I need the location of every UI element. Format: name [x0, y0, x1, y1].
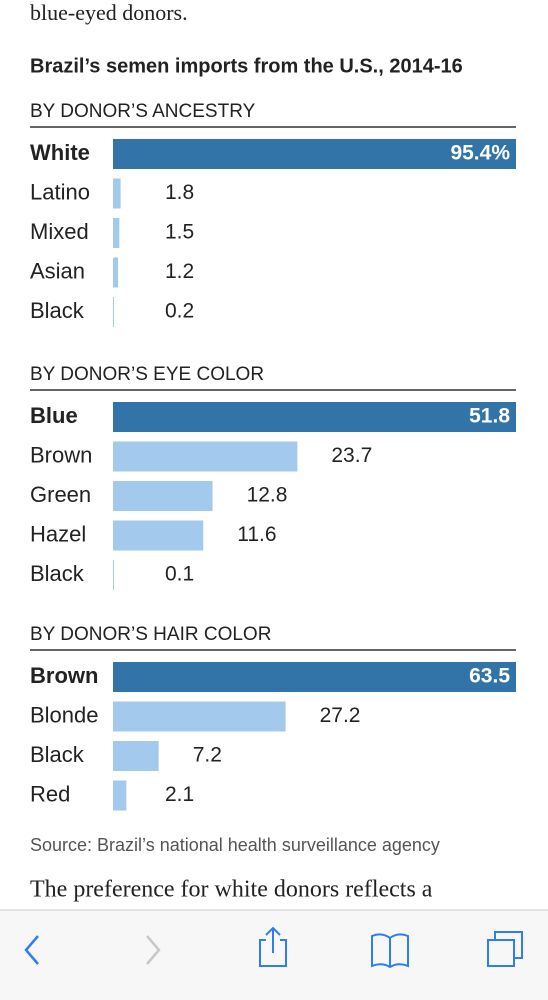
- value-label: 23.7: [331, 444, 372, 467]
- category-label: Brown: [30, 442, 92, 467]
- forward-button[interactable]: [146, 935, 161, 965]
- value-label: 12.8: [247, 484, 288, 507]
- section-heading: BY DONOR’S ANCESTRY: [30, 101, 256, 122]
- value-label: 63.5: [469, 665, 510, 688]
- value-label: 7.2: [193, 744, 222, 767]
- back-button[interactable]: [24, 935, 39, 965]
- category-label: Mixed: [30, 219, 89, 244]
- toolbar-bg: [0, 910, 548, 1000]
- value-label: 2.1: [165, 783, 194, 806]
- category-label: Blue: [30, 403, 78, 428]
- category-label: Black: [30, 561, 85, 586]
- article-text: blue-eyed donors.: [30, 0, 188, 25]
- bar: [113, 441, 298, 472]
- figure-title: Brazil’s semen imports from the U.S., 20…: [30, 55, 463, 77]
- value-label: 1.8: [165, 181, 194, 204]
- bookmarks-button[interactable]: [371, 933, 409, 969]
- bar: [113, 741, 159, 771]
- bar: [113, 662, 516, 692]
- category-label: Green: [30, 482, 91, 507]
- bar: [113, 560, 114, 590]
- tabs-button[interactable]: [487, 931, 523, 967]
- article-text: The preference for white donors reflects…: [30, 877, 433, 903]
- bar: [113, 780, 127, 811]
- source-note: Source: Brazil’s national health surveil…: [30, 835, 440, 855]
- value-label: 95.4%: [450, 142, 510, 165]
- category-label: Brown: [30, 663, 98, 688]
- category-label: Red: [30, 781, 70, 806]
- browser-toolbar: [0, 909, 548, 1000]
- category-label: Black: [30, 742, 85, 767]
- share-button[interactable]: [259, 926, 287, 967]
- bar: [113, 297, 114, 327]
- value-label: 51.8: [469, 405, 510, 428]
- bar: [113, 257, 119, 288]
- section-heading: BY DONOR’S HAIR COLOR: [30, 624, 271, 645]
- category-label: White: [30, 140, 90, 165]
- section-heading: BY DONOR’S EYE COLOR: [30, 364, 264, 385]
- bar: [113, 139, 516, 169]
- value-label: 0.2: [165, 300, 194, 323]
- category-label: Asian: [30, 258, 85, 283]
- bar: [113, 218, 120, 248]
- bar: [113, 701, 286, 732]
- value-label: 1.5: [165, 221, 194, 244]
- bar: [113, 178, 121, 209]
- category-label: Blonde: [30, 702, 99, 727]
- bar: [113, 481, 213, 511]
- value-label: 27.2: [320, 704, 361, 727]
- category-label: Black: [30, 298, 85, 323]
- value-label: 0.1: [165, 563, 194, 586]
- bar: [113, 402, 516, 432]
- category-label: Latino: [30, 179, 90, 204]
- value-label: 1.2: [165, 260, 194, 283]
- category-label: Hazel: [30, 521, 86, 546]
- bar: [113, 520, 204, 551]
- value-label: 11.6: [237, 523, 276, 546]
